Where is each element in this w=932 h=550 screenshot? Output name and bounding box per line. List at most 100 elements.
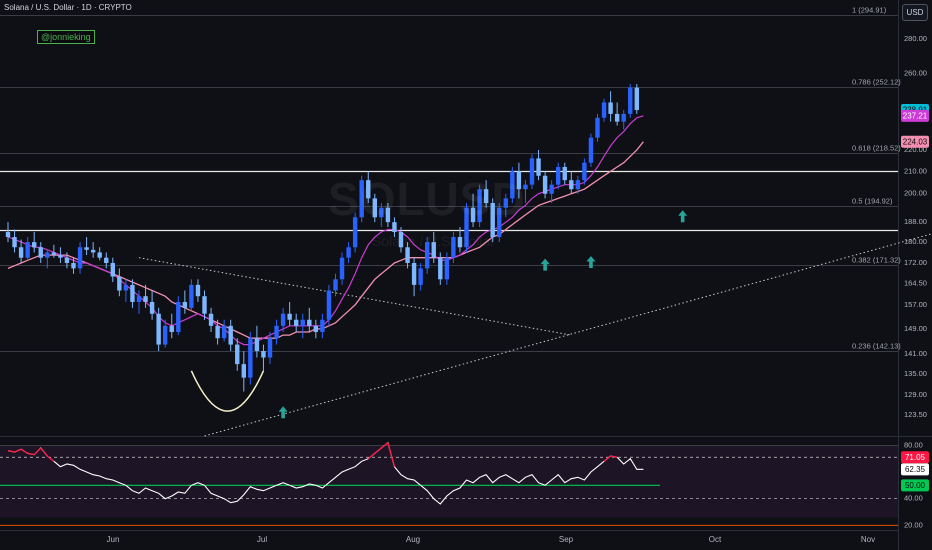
rsi-overbought-segment xyxy=(33,447,42,456)
candle-body xyxy=(45,252,50,258)
candle-body xyxy=(189,284,194,308)
rsi-overbought-segment xyxy=(46,455,55,462)
candle-body xyxy=(58,255,63,258)
trendline xyxy=(204,233,932,437)
candle-body xyxy=(64,257,70,263)
candle-body xyxy=(556,166,561,185)
candle-body xyxy=(503,198,508,208)
candle-body xyxy=(457,237,463,248)
candle-body xyxy=(549,184,554,194)
candle-body xyxy=(379,207,384,218)
rsi-overbought-segment xyxy=(603,455,612,462)
slow-ma-value-tag-bg xyxy=(901,135,929,148)
candle-body xyxy=(130,284,135,302)
candle-body xyxy=(497,207,502,238)
price-axis-tick: 149.00 xyxy=(904,324,927,333)
price-axis-tick: 210.00 xyxy=(904,166,927,175)
candle-body xyxy=(228,325,233,345)
candle-body xyxy=(510,171,515,199)
rsi-overbought-segment xyxy=(20,448,28,454)
up-arrow-icon xyxy=(540,258,550,271)
up-arrow-icon xyxy=(278,406,288,419)
candle-body xyxy=(444,257,450,280)
author-handle[interactable]: @jonnieking xyxy=(37,30,95,44)
rsi-overbought-tag: 71.05 xyxy=(905,453,926,462)
price-axis-tick: 200.00 xyxy=(904,189,927,198)
price-axis-tick: 188.00 xyxy=(904,217,927,226)
candle-body xyxy=(90,249,96,253)
fast-ma-value-tag-bg xyxy=(901,109,929,122)
candle-body xyxy=(385,207,391,223)
candle-body xyxy=(287,313,292,320)
rsi-overbought-segment xyxy=(380,442,389,449)
rsi-overbought-segment xyxy=(14,448,22,453)
candle-body xyxy=(595,117,600,138)
chart-title: Solana / U.S. Dollar · 1D · CRYPTO xyxy=(4,3,132,12)
candle-body xyxy=(77,247,83,269)
candle-body xyxy=(320,319,325,332)
candle-body xyxy=(123,284,129,291)
candle-body xyxy=(582,162,587,181)
candle-body xyxy=(32,242,37,248)
candle-body xyxy=(248,338,253,378)
price-axis-tick: 129.00 xyxy=(904,390,927,399)
rsi-value-tag: 62.35 xyxy=(905,465,926,474)
rsi-midline-tag: 50.00 xyxy=(905,481,926,490)
candle-body xyxy=(562,166,567,181)
candle-body xyxy=(117,276,122,291)
fib-level-label: 0.382 (171.32) xyxy=(852,255,901,264)
candle-body xyxy=(241,364,246,378)
candle-body xyxy=(628,87,633,114)
price-axis-tick: 280.00 xyxy=(904,34,927,43)
up-arrow-icon xyxy=(586,255,596,268)
rsi-overbought-segment xyxy=(374,447,382,454)
rsi-value-tag-bg xyxy=(901,463,929,476)
rsi-axis-tick: 80.00 xyxy=(904,440,923,449)
price-axis-tick: 172.00 xyxy=(904,258,927,267)
time-axis-tick: Jun xyxy=(107,535,120,544)
candle-body xyxy=(588,137,594,163)
candle-body xyxy=(352,217,358,248)
candle-body xyxy=(438,257,443,280)
candle-body xyxy=(569,180,574,190)
candle-body xyxy=(51,252,57,256)
candle-body xyxy=(398,232,404,248)
fib-level-label: 0.236 (142.13) xyxy=(852,341,901,350)
candle-body xyxy=(451,237,456,258)
candle-body xyxy=(182,301,188,308)
price-axis-tick: 141.00 xyxy=(904,349,927,358)
candle-body xyxy=(97,252,102,258)
candle-body xyxy=(418,268,423,285)
price-axis-tick: 135.00 xyxy=(904,369,927,378)
candle-body xyxy=(313,325,319,332)
candle-body xyxy=(464,207,469,248)
candle-body xyxy=(542,175,548,194)
symbol-watermark: SOLUSD xyxy=(328,173,526,225)
candle-body xyxy=(470,207,476,223)
fast-ma-value-tag: 237.21 xyxy=(903,111,928,120)
time-axis-tick: Oct xyxy=(709,535,722,544)
candle-body xyxy=(254,338,260,351)
candle-body xyxy=(536,158,541,176)
price-axis-tick: 123.50 xyxy=(904,410,927,419)
candle-body xyxy=(431,242,436,258)
candle-body xyxy=(280,313,286,326)
candle-body xyxy=(261,350,266,358)
candle-body xyxy=(202,296,207,314)
currency-button[interactable]: USD xyxy=(902,4,928,21)
candle-body xyxy=(274,325,279,339)
candle-body xyxy=(516,171,522,190)
candle-body xyxy=(176,301,181,332)
candle-body xyxy=(614,113,620,122)
candle-body xyxy=(25,242,30,258)
rsi-overbought-tag-bg xyxy=(901,451,929,464)
price-axis-tick: 220.00 xyxy=(904,145,927,154)
candle-body xyxy=(169,325,174,332)
candle-body xyxy=(425,242,430,269)
candle-body xyxy=(215,325,220,339)
candle-body xyxy=(149,301,155,314)
candle-body xyxy=(307,319,312,326)
up-arrow-icon xyxy=(678,210,688,223)
time-axis-tick: Aug xyxy=(406,535,420,544)
